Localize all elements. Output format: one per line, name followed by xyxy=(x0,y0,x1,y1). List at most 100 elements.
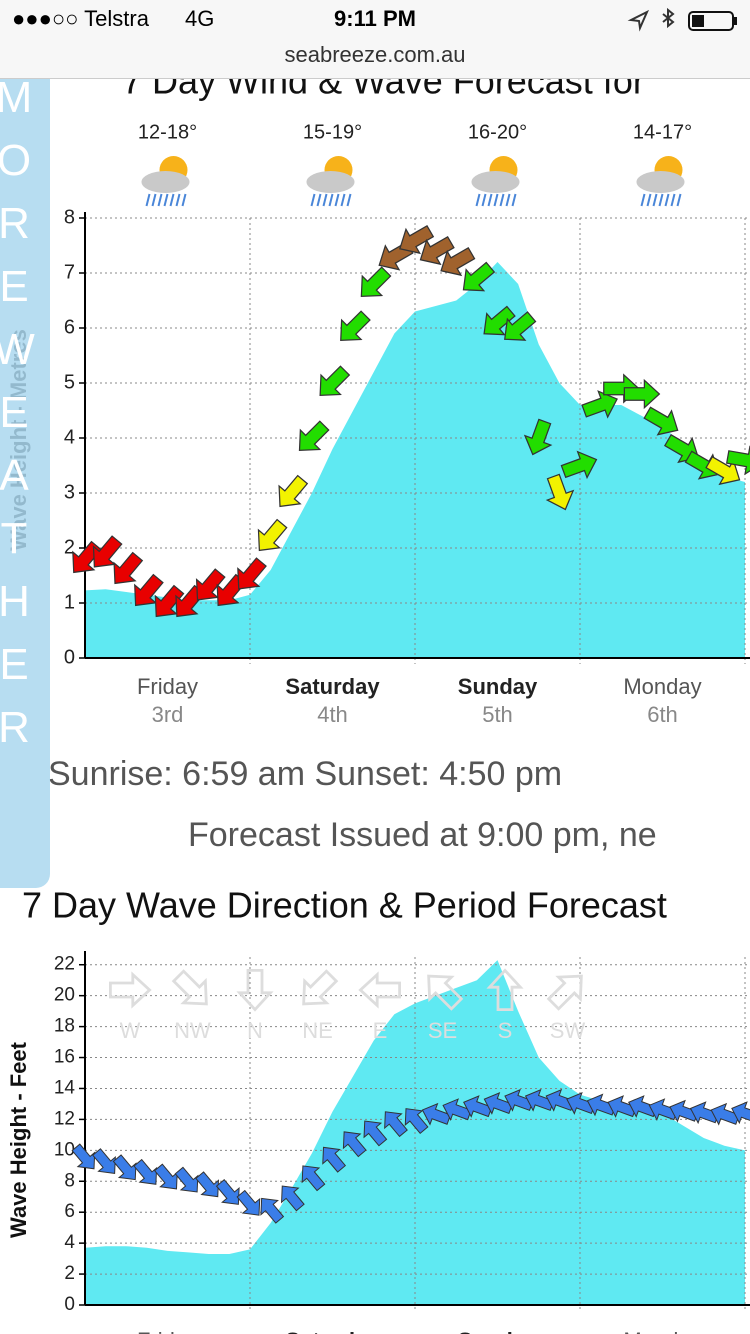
y-tick-label: 5 xyxy=(64,371,75,393)
direction-arrow xyxy=(319,365,351,397)
side-tab[interactable]: MORE WEATHER xyxy=(0,78,50,888)
rain xyxy=(340,193,346,207)
weather-icon xyxy=(141,156,190,207)
temp-range: 16-20° xyxy=(468,121,527,143)
y-axis-title: Wave Height - Feet xyxy=(6,1041,31,1238)
compass-arrow xyxy=(486,968,524,1011)
direction-arrow xyxy=(725,445,750,476)
x-day-label: Friday xyxy=(137,674,198,699)
compass-label: NE xyxy=(302,1018,333,1043)
direction-arrow xyxy=(462,261,496,292)
compass-label: N xyxy=(247,1018,263,1043)
temp-range: 12-18° xyxy=(138,121,197,143)
rain xyxy=(322,193,328,207)
rain xyxy=(145,193,151,207)
direction-arrow xyxy=(705,455,741,486)
direction-arrow xyxy=(278,474,309,508)
weather-icon xyxy=(471,156,520,207)
rain xyxy=(481,193,487,207)
direction-arrow xyxy=(71,1143,96,1170)
forecast-issued: Forecast Issued at 9:00 pm, ne xyxy=(188,816,657,854)
direction-arrow xyxy=(581,390,618,419)
y-tick-label: 16 xyxy=(54,1047,75,1068)
url[interactable]: seabreeze.com.au xyxy=(284,42,466,67)
compass-label: SE xyxy=(428,1018,457,1043)
y-tick-label: 0 xyxy=(64,646,75,668)
status-icons xyxy=(627,7,737,32)
rain xyxy=(646,193,652,207)
rain xyxy=(310,193,316,207)
sun-times: Sunrise: 6:59 am Sunset: 4:50 pm xyxy=(48,755,563,793)
rain xyxy=(328,193,334,207)
browser-header: ●●●○○ Telstra 4G 9:11 PM seabreeze.com.a… xyxy=(0,0,750,79)
x-day-label: Friday xyxy=(137,1328,198,1334)
direction-arrow xyxy=(174,1166,199,1193)
y-tick-label: 14 xyxy=(54,1077,76,1098)
y-tick-label: 20 xyxy=(54,985,75,1006)
x-day-label: Monday xyxy=(623,1328,701,1334)
direction-arrow xyxy=(504,311,537,341)
rain xyxy=(157,193,163,207)
compass-label: S xyxy=(498,1018,513,1043)
compass-arrow xyxy=(427,974,464,1011)
rain xyxy=(181,193,187,207)
x-day-label: Sunday xyxy=(458,674,538,699)
direction-arrow xyxy=(342,1131,367,1158)
clock: 9:11 PM xyxy=(334,6,416,31)
y-tick-label: 3 xyxy=(64,481,75,503)
direction-arrow xyxy=(112,1154,137,1181)
rain xyxy=(652,193,658,207)
direction-arrow xyxy=(215,1178,240,1205)
rain xyxy=(151,193,157,207)
rain xyxy=(493,193,499,207)
rain xyxy=(163,193,169,207)
side-tab-text[interactable]: MORE WEATHER xyxy=(0,78,35,752)
y-tick-label: 4 xyxy=(64,426,75,448)
direction-arrow xyxy=(133,1158,158,1185)
direction-arrow xyxy=(399,224,435,255)
compass-arrow xyxy=(546,974,583,1011)
y-tick-label: 22 xyxy=(54,954,75,975)
y-tick-label: 18 xyxy=(54,1016,75,1037)
compass-arrow xyxy=(109,971,152,1009)
x-day-label: Saturday xyxy=(285,1328,380,1334)
direction-arrow xyxy=(260,1197,285,1224)
direction-arrow xyxy=(92,1148,116,1174)
direction-arrow xyxy=(195,568,226,601)
y-tick-label: 0 xyxy=(64,1294,75,1315)
rain xyxy=(640,193,646,207)
direction-arrow xyxy=(92,535,123,568)
compass-label: W xyxy=(120,1018,141,1043)
direction-arrow xyxy=(404,1108,429,1135)
compass-arrow xyxy=(171,969,208,1006)
temp-range: 15-19° xyxy=(303,121,362,143)
carrier: ●●●○○ Telstra xyxy=(12,6,149,31)
temp-range: 14-17° xyxy=(633,121,692,143)
y-tick-label: 6 xyxy=(64,1201,75,1222)
y-tick-label: 10 xyxy=(54,1139,75,1160)
rain xyxy=(346,193,352,207)
y-tick-label: 8 xyxy=(64,1170,75,1191)
y-tick-label: 12 xyxy=(54,1108,75,1129)
direction-arrow xyxy=(237,557,267,590)
direction-arrow xyxy=(523,418,553,456)
y-tick-label: 1 xyxy=(64,591,75,613)
direction-arrow xyxy=(301,1165,326,1192)
direction-arrow xyxy=(134,573,164,607)
rain xyxy=(511,193,517,207)
rain xyxy=(505,193,511,207)
direction-arrow xyxy=(545,473,575,511)
x-day-label: Saturday xyxy=(285,674,380,699)
y-tick-label: 8 xyxy=(64,206,75,228)
direction-arrow xyxy=(384,1111,408,1138)
x-day-label: Sunday xyxy=(458,1328,538,1334)
rain xyxy=(175,193,181,207)
direction-arrow xyxy=(731,1101,750,1125)
direction-arrow xyxy=(419,235,455,266)
rain xyxy=(316,193,322,207)
rain xyxy=(658,193,664,207)
cloud xyxy=(471,171,520,193)
rain xyxy=(670,193,676,207)
